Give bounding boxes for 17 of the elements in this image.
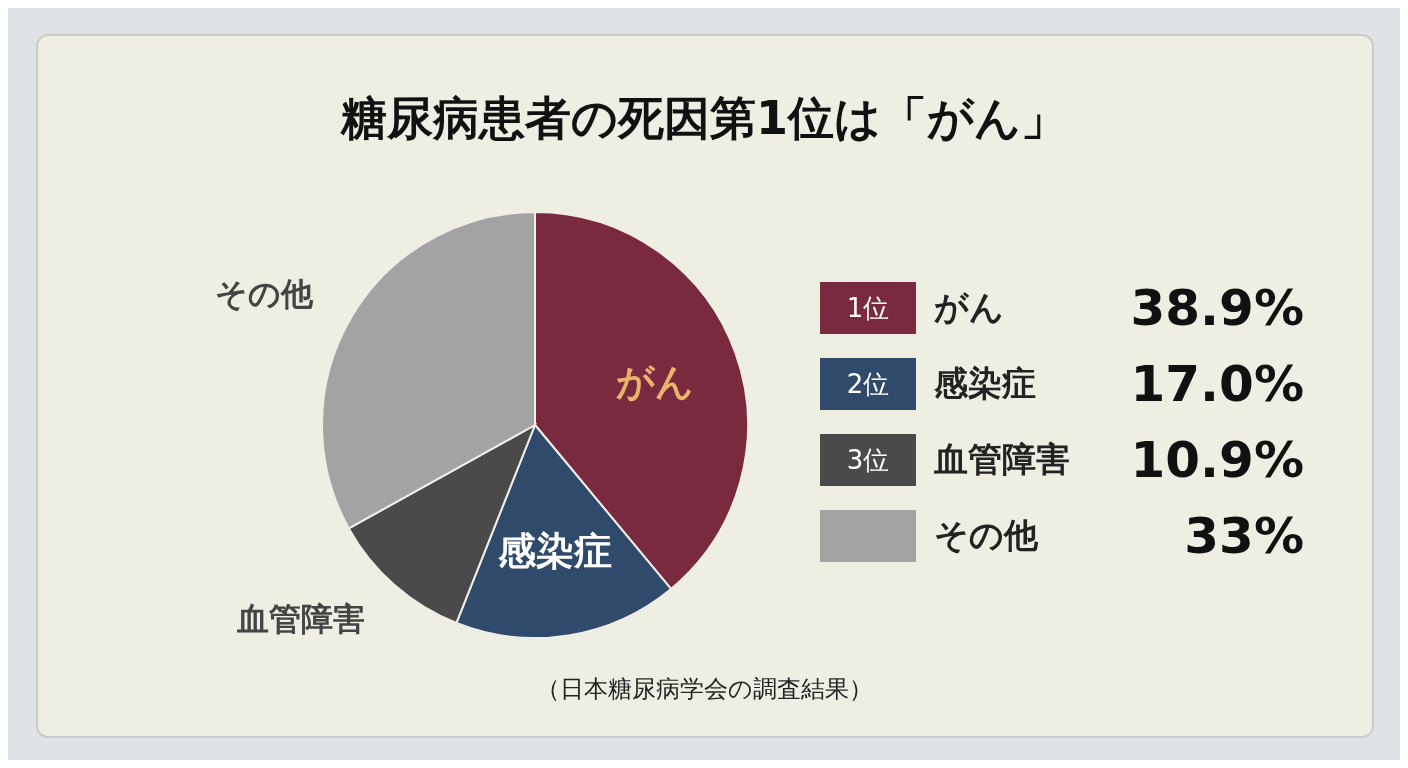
text: 1位: [846, 292, 890, 323]
slice-label: 血管障害: [235, 599, 365, 638]
text: （日本糖尿病学会の調査結果）: [534, 674, 874, 705]
data-label: 33%: [1183, 507, 1304, 565]
chart-title: 糖尿病患者の死因第1位は「がん」: [339, 90, 1068, 147]
data-label: 38.9%: [1129, 279, 1304, 337]
text: 2位: [846, 368, 890, 399]
data-label: 17.0%: [1129, 355, 1304, 413]
slice-label: その他: [214, 275, 314, 314]
legend-label: その他: [934, 514, 1039, 557]
slice-label: がん: [616, 359, 695, 404]
data-label: 10.9%: [1129, 431, 1304, 489]
slice-label: 感染症: [497, 529, 613, 574]
legend-label: 血管障害: [934, 438, 1071, 481]
legend-label: 感染症: [934, 362, 1037, 405]
text: 3位: [846, 444, 890, 475]
legend-label: がん: [934, 286, 1005, 329]
